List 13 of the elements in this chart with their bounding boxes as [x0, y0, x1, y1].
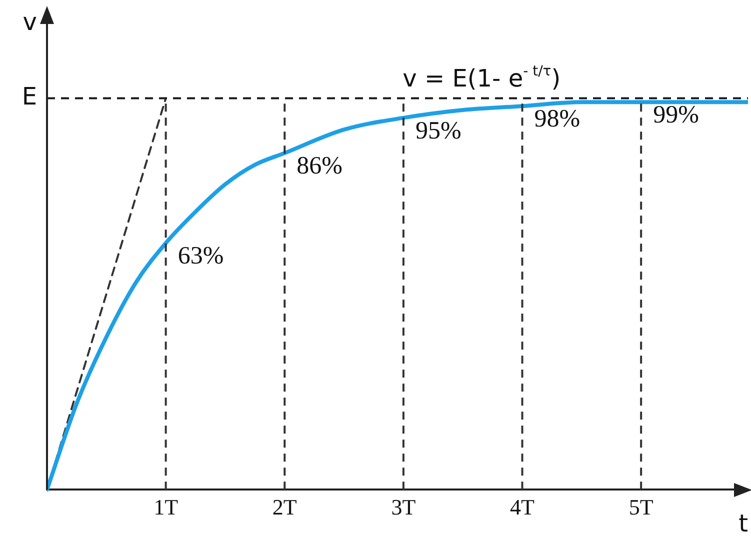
y-axis-title: v	[22, 8, 37, 36]
ref-line-label: E	[22, 82, 37, 110]
x-tick-label: 1T	[154, 494, 179, 520]
annotation: 98%	[534, 106, 580, 133]
annotation: 95%	[415, 117, 462, 144]
annotation: 99%	[653, 102, 699, 129]
x-tick-label: 4T	[510, 494, 536, 520]
x-tick-label: 2T	[272, 494, 298, 520]
x-axis-title: t	[738, 510, 748, 538]
annotation: 63%	[178, 242, 224, 270]
x-tick-label: 5T	[628, 494, 654, 520]
annotation: 86%	[296, 152, 342, 180]
x-tick-label: 3T	[391, 494, 416, 520]
